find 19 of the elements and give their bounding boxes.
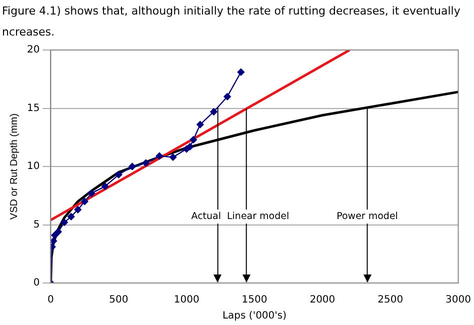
y-axis-title: VSD or Rut Depth (mm) [8,113,20,220]
y-tick-label: 5 [33,219,40,230]
y-tick-label: 20 [26,44,40,56]
caption: Figure 4.1) shows that, although initially the rate of rutting decreases, it eventually [2,4,461,18]
y-tick-label: 0 [33,278,40,289]
x-tick-label: 3000 [446,294,471,306]
ref-line-label: Power model [336,211,398,222]
ref-line-label: Linear model [226,211,290,222]
x-tick-label: 500 [109,294,128,306]
ref-line-label: Actual [191,211,221,222]
x-tick-label: 1000 [174,294,200,306]
x-axis-title: Laps ('000's) [222,310,287,322]
x-tick-label: 0 [48,294,54,306]
x-tick-label: 2500 [378,294,404,306]
x-tick-label: 2000 [310,294,336,306]
x-tick-label: 1500 [242,294,268,306]
y-tick-label: 15 [26,102,40,114]
text: ncreases. [2,25,55,38]
y-tick-label: 10 [26,161,40,172]
